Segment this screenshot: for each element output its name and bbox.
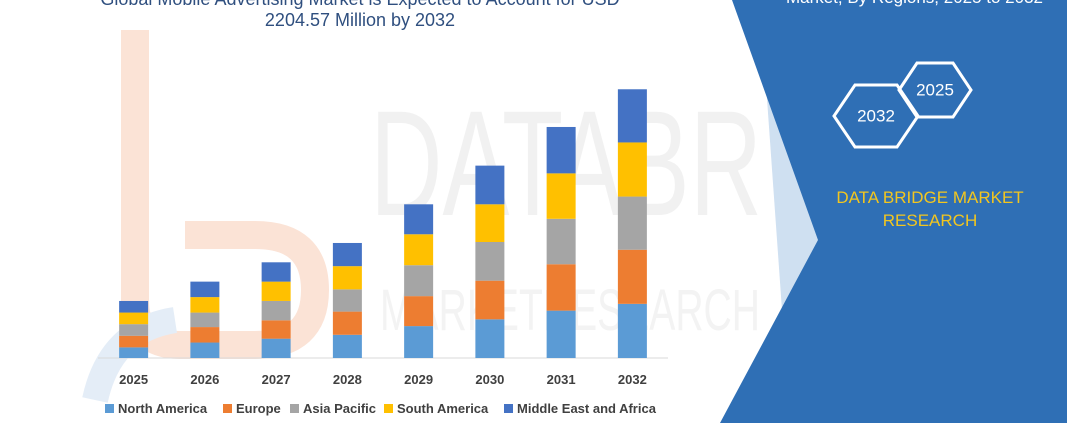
hexagon-2025-label: 2025 bbox=[916, 81, 954, 100]
chart-title-line-2: 2204.57 Million by 2032 bbox=[264, 10, 456, 30]
bar-2025-middle-east-and-africa bbox=[119, 300, 149, 313]
brand-name-line-2: RESEARCH bbox=[882, 211, 978, 230]
bar-2027-south-america bbox=[261, 281, 291, 301]
legend-swatch-asia-pacific bbox=[290, 404, 299, 413]
bar-2032-south-america bbox=[617, 142, 647, 197]
x-tick-2028: 2028 bbox=[333, 372, 362, 387]
bar-2030-north-america bbox=[475, 319, 505, 358]
legend-label-north-america: North America bbox=[118, 401, 208, 416]
bar-2029-south-america bbox=[404, 234, 434, 266]
bar-2029-asia-pacific bbox=[404, 265, 434, 297]
bar-2026-europe bbox=[190, 327, 220, 343]
bar-2032-asia-pacific bbox=[617, 196, 647, 250]
brand-name-line-1: DATA BRIDGE MARKET bbox=[836, 188, 1024, 207]
legend-label-middle-east-and-africa: Middle East and Africa bbox=[517, 401, 657, 416]
bar-2027-asia-pacific bbox=[261, 300, 291, 321]
bar-2027-middle-east-and-africa bbox=[261, 262, 291, 282]
bar-2026-south-america bbox=[190, 297, 220, 313]
x-tick-labels: 2025 2026 2027 2028 2029 2030 2031 2032 bbox=[119, 372, 647, 387]
bar-2029-north-america bbox=[404, 326, 434, 358]
bar-2025-north-america bbox=[119, 347, 149, 358]
bar-2028-north-america bbox=[332, 334, 362, 358]
bar-2029-middle-east-and-africa bbox=[404, 204, 434, 235]
bar-2030-middle-east-and-africa bbox=[475, 165, 505, 205]
bar-2026-asia-pacific bbox=[190, 312, 220, 328]
x-tick-2025: 2025 bbox=[119, 372, 148, 387]
bar-2025-asia-pacific bbox=[119, 324, 149, 336]
legend-label-asia-pacific: Asia Pacific bbox=[303, 401, 376, 416]
chart-title-line-1: Global Mobile Advertising Market is Expe… bbox=[60, 0, 660, 10]
bar-2028-middle-east-and-africa bbox=[332, 242, 362, 267]
bar-2031-south-america bbox=[546, 173, 576, 219]
bar-2030-asia-pacific bbox=[475, 242, 505, 281]
bar-2030-south-america bbox=[475, 204, 505, 242]
x-tick-2030: 2030 bbox=[475, 372, 504, 387]
bar-2031-north-america bbox=[546, 310, 576, 358]
x-tick-2027: 2027 bbox=[262, 372, 291, 387]
bar-2025-europe bbox=[119, 335, 149, 348]
bar-2032-north-america bbox=[617, 303, 647, 358]
hexagon-2032-label: 2032 bbox=[857, 107, 895, 126]
stacked-bar-chart: 2025 2026 2027 2028 2029 2030 2031 2032 North A… bbox=[98, 89, 668, 416]
x-tick-2029: 2029 bbox=[404, 372, 433, 387]
bar-2025-south-america bbox=[119, 312, 149, 325]
hexagon-2032-shape bbox=[832, 83, 920, 149]
bar-2031-middle-east-and-africa bbox=[546, 126, 576, 174]
bar-2029-europe bbox=[404, 296, 434, 327]
legend-swatch-europe bbox=[223, 404, 232, 413]
legend-swatch-middle-east-and-africa bbox=[504, 404, 513, 413]
bar-2027-north-america bbox=[261, 338, 291, 358]
x-tick-2031: 2031 bbox=[547, 372, 576, 387]
legend-label-europe: Europe bbox=[236, 401, 281, 416]
legend: North America Europe Asia Pacific South Ame… bbox=[105, 401, 657, 416]
bar-2028-europe bbox=[332, 311, 362, 335]
bar-2032-middle-east-and-africa bbox=[617, 89, 647, 143]
legend-label-south-america: South America bbox=[397, 401, 489, 416]
bar-2028-asia-pacific bbox=[332, 289, 362, 312]
bar-2032-europe bbox=[617, 249, 647, 304]
bar-2026-north-america bbox=[190, 342, 220, 358]
x-tick-2032: 2032 bbox=[618, 372, 647, 387]
bar-2028-south-america bbox=[332, 266, 362, 290]
side-panel-caption: Market, By Regions, 2025 to 2032 bbox=[723, 0, 1043, 8]
x-tick-2026: 2026 bbox=[190, 372, 219, 387]
legend-swatch-south-america bbox=[384, 404, 393, 413]
bar-2030-europe bbox=[475, 280, 505, 320]
bar-2031-europe bbox=[546, 264, 576, 311]
bar-2031-asia-pacific bbox=[546, 218, 576, 265]
bar-2026-middle-east-and-africa bbox=[190, 281, 220, 298]
bars-group bbox=[119, 89, 647, 358]
bar-2027-europe bbox=[261, 320, 291, 339]
legend-swatch-north-america bbox=[105, 404, 114, 413]
